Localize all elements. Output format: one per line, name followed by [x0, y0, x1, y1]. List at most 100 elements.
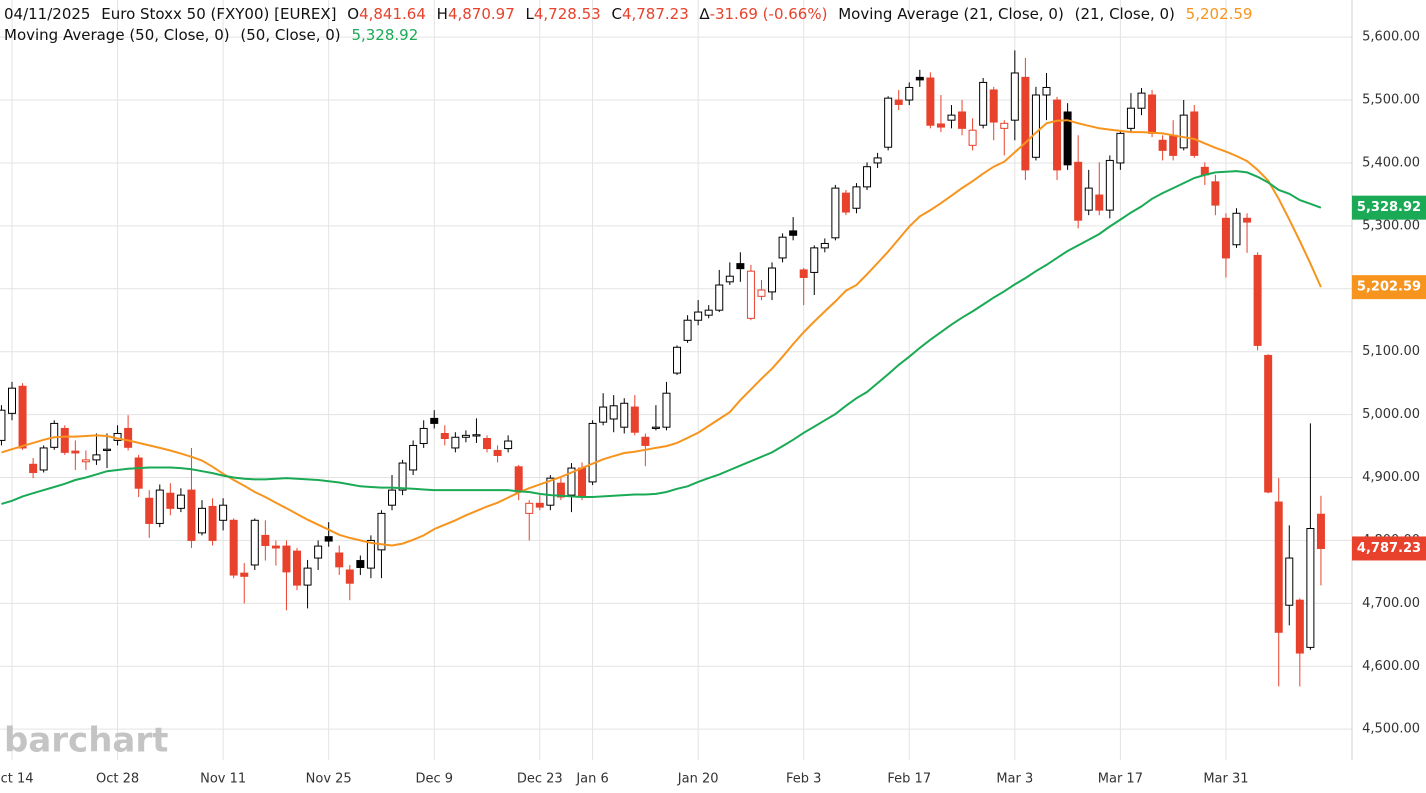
candle-body — [440, 432, 449, 440]
candle-body — [715, 284, 724, 311]
candle-body — [1105, 159, 1114, 211]
candle-body — [525, 502, 534, 514]
candle-body — [324, 536, 333, 542]
candle-body — [314, 545, 323, 559]
candle-body — [1158, 139, 1167, 151]
y-tick-label: 4,700.00 — [1362, 596, 1420, 611]
candle-body — [1063, 111, 1072, 166]
candle-body — [8, 387, 16, 414]
candle-body — [250, 519, 259, 566]
candle-body — [556, 482, 565, 498]
candle-body — [1274, 501, 1283, 633]
candle-body — [609, 405, 618, 420]
x-tick-label: Dec 23 — [517, 772, 563, 787]
candle-body — [958, 111, 967, 129]
candle-body — [725, 275, 734, 283]
candle-body — [546, 477, 555, 506]
candle-body — [1137, 92, 1146, 109]
y-tick-label: 5,500.00 — [1362, 93, 1420, 108]
price-badge-label: 4,787.23 — [1357, 541, 1421, 556]
price-badge — [1352, 275, 1426, 300]
legend-line: Moving Average (50, Close, 0) (50, Close… — [4, 26, 418, 44]
candle-body — [398, 462, 407, 491]
candle-body — [947, 114, 956, 121]
candle-body — [778, 236, 787, 259]
candle-body — [1148, 94, 1157, 134]
x-tick-label: Mar 17 — [1098, 772, 1143, 787]
candle-body — [820, 242, 829, 249]
y-tick-label: 5,400.00 — [1362, 155, 1420, 170]
candle-body — [124, 427, 133, 448]
candle-body — [1316, 513, 1325, 549]
candle-body — [1221, 217, 1230, 259]
legend-key: ∆ — [699, 5, 711, 23]
legend-value: 4,787.23 — [622, 5, 689, 23]
candle-body — [736, 263, 745, 270]
candle-body — [92, 454, 101, 461]
candle-body — [1084, 187, 1093, 211]
candle-body — [704, 309, 713, 316]
candle-body — [219, 504, 228, 521]
candle-body — [578, 467, 587, 498]
legend-params: (50, Close, 0) — [240, 26, 340, 44]
candle-body — [1042, 86, 1051, 96]
candle-body — [863, 166, 872, 188]
grid — [0, 0, 1353, 760]
legend-key: H — [437, 5, 448, 23]
candle-body — [461, 434, 470, 438]
candle-body — [335, 552, 344, 568]
x-tick-label: Nov 25 — [306, 772, 352, 787]
candle-body — [905, 86, 914, 101]
legend-key: O — [347, 5, 359, 23]
candle-body — [0, 409, 6, 441]
legend-series: Moving Average (21, Close, 0) — [838, 5, 1064, 23]
candle-body — [1126, 107, 1135, 129]
y-tick-label: 5,300.00 — [1362, 218, 1420, 233]
candle-body — [134, 457, 143, 489]
candle-body — [1295, 599, 1304, 654]
candle-body — [229, 519, 238, 576]
x-tick-label: Oct 28 — [96, 772, 139, 787]
candle-body — [630, 406, 639, 433]
candle-body — [620, 402, 629, 428]
x-tick-label: Jan 20 — [677, 772, 719, 787]
candle-body — [873, 157, 882, 164]
candle-body — [419, 427, 428, 445]
candle-body — [1179, 114, 1188, 149]
candle-body — [50, 422, 59, 448]
candle-body — [884, 97, 893, 148]
candle-body — [768, 267, 777, 293]
candle-body — [599, 406, 608, 423]
legend-value: 4,728.53 — [534, 5, 601, 23]
candle-body — [103, 448, 112, 451]
legend-value: 4,841.64 — [359, 5, 426, 23]
candle-body — [261, 534, 270, 546]
candle-body — [282, 545, 291, 573]
candle-body — [799, 269, 808, 278]
legend-value: 4,870.97 — [448, 5, 515, 23]
candle-body — [29, 463, 38, 473]
candle-body — [1211, 181, 1220, 206]
candle-body — [409, 444, 418, 471]
candle-body — [1053, 99, 1062, 171]
candle-body — [989, 89, 998, 123]
candle-body — [1000, 122, 1009, 129]
price-badge-label: 5,202.59 — [1357, 280, 1421, 295]
candle-body — [366, 539, 375, 569]
legend-params: (21, Close, 0) — [1075, 5, 1175, 23]
candle-body — [504, 440, 513, 450]
price-badge-label: 5,328.92 — [1357, 200, 1421, 215]
x-tick-label: Mar 31 — [1203, 772, 1248, 787]
candle-body — [1116, 132, 1125, 164]
candle-body — [683, 319, 692, 341]
candle-body — [651, 426, 660, 429]
candle-body — [60, 427, 69, 453]
candle-body — [356, 560, 365, 568]
candle-body — [641, 436, 650, 446]
candle-body — [198, 507, 207, 534]
candle-body — [852, 186, 861, 209]
candle-body — [271, 545, 280, 549]
candle-body — [673, 346, 682, 374]
y-tick-label: 5,600.00 — [1362, 30, 1420, 45]
